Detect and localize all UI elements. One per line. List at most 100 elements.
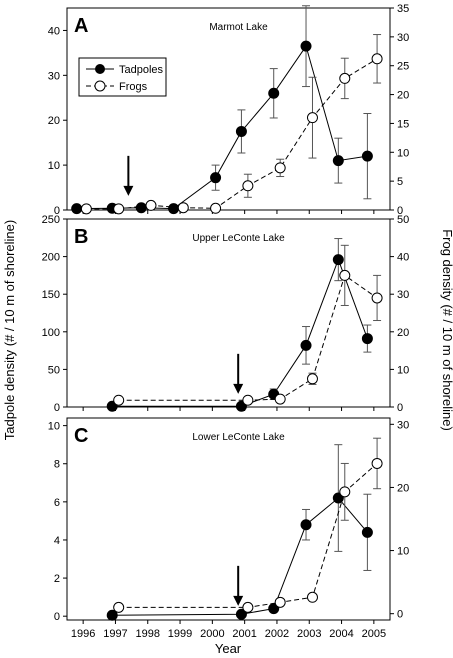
tadpoles-point <box>106 609 118 621</box>
frogs-point <box>113 601 125 613</box>
right-axis-label: Frog density (# / 10 m of shoreline) <box>440 229 453 431</box>
left-tick-label: 0 <box>54 205 60 217</box>
left-tick-label: 100 <box>42 327 60 339</box>
tadpoles-point <box>332 155 344 167</box>
plot-frame <box>66 7 391 211</box>
panel-title: Marmot Lake <box>209 22 268 33</box>
frogs-point <box>371 457 383 469</box>
left-tick-label: 4 <box>54 535 60 547</box>
frogs-point <box>242 180 254 192</box>
left-tick-label: 10 <box>48 421 60 433</box>
left-tick-label: 50 <box>48 364 60 376</box>
right-tick-label: 0 <box>397 205 403 217</box>
frogs-point <box>339 72 351 84</box>
frogs-point <box>80 203 92 215</box>
right-tick-label: 0 <box>397 609 403 621</box>
right-tick-label: 50 <box>397 214 409 226</box>
arrow-head <box>123 185 134 196</box>
right-tick-label: 30 <box>397 289 409 301</box>
tadpoles-point <box>168 203 180 215</box>
x-tick-label: 1998 <box>136 628 160 640</box>
frogs-point <box>339 269 351 281</box>
left-tick-label: 0 <box>54 611 60 623</box>
tadpoles-point <box>300 339 312 351</box>
panel-title: Lower LeConte Lake <box>192 432 285 443</box>
x-tick-label: 1999 <box>168 628 192 640</box>
frogs-point <box>371 292 383 304</box>
left-tick-label: 6 <box>54 497 60 509</box>
plot-frame <box>66 417 391 621</box>
legend-box <box>78 57 167 97</box>
frogs-point <box>113 203 125 215</box>
legend-frogs-label: Frogs <box>119 81 148 93</box>
right-tick-label: 30 <box>397 32 409 44</box>
right-tick-label: 35 <box>397 3 409 15</box>
right-tick-label: 10 <box>397 546 409 558</box>
tadpoles-point <box>268 87 280 99</box>
panel-title: Upper LeConte Lake <box>192 233 285 244</box>
panel-letter: C <box>74 425 88 447</box>
left-axis-label: Tadpole density (# / 10 m of shoreline) <box>2 220 17 440</box>
right-tick-label: 5 <box>397 176 403 188</box>
left-tick-label: 250 <box>42 214 60 226</box>
tadpoles-point <box>210 172 222 184</box>
right-tick-label: 40 <box>397 252 409 264</box>
arrow-head <box>233 595 244 606</box>
right-tick-label: 20 <box>397 90 409 102</box>
tadpoles-point <box>235 125 247 137</box>
frogs-point <box>274 393 286 405</box>
right-tick-label: 10 <box>397 364 409 376</box>
frogs-point <box>145 199 157 211</box>
x-tick-label: 2005 <box>362 628 386 640</box>
frogs-point <box>274 162 286 174</box>
frogs-point <box>306 112 318 124</box>
x-tick-label: 2002 <box>265 628 289 640</box>
x-axis: 1996 1997 1998 1999 2000 2001 2002 2003 2004 2005 <box>71 628 386 640</box>
left-tick-label: 150 <box>42 289 60 301</box>
legend-tadpoles-marker <box>95 64 105 74</box>
x-tick-label: 1996 <box>71 628 95 640</box>
x-axis-label: Year <box>215 641 242 656</box>
frogs-point <box>339 486 351 498</box>
panel-letter: B <box>74 226 88 248</box>
tadpoles-point <box>300 519 312 531</box>
legend-frogs-marker <box>94 80 106 92</box>
panel-b: 0 50 100 150 200 250 0 10 20 30 40 50 B Upper LeConte… <box>42 214 410 414</box>
x-tick-label: 2004 <box>329 628 353 640</box>
frogs-point <box>242 394 254 406</box>
right-tick-label: 30 <box>397 419 409 431</box>
legend-tadpoles-label: Tadpoles <box>119 64 164 76</box>
left-tick-label: 8 <box>54 459 60 471</box>
right-tick-label: 10 <box>397 147 409 159</box>
tadpoles-point <box>361 526 373 538</box>
plot-frame <box>66 218 391 408</box>
left-tick-label: 200 <box>42 252 60 264</box>
tadpoles-point <box>361 333 373 345</box>
left-tick-label: 2 <box>54 573 60 585</box>
tadpoles-point <box>332 254 344 266</box>
left-tick-label: 20 <box>48 115 60 127</box>
frogs-point <box>274 596 286 608</box>
right-tick-label: 25 <box>397 61 409 73</box>
right-tick-label: 0 <box>397 402 403 414</box>
arrow-head <box>233 383 244 394</box>
panel-c: 0 2 4 6 8 10 0 10 20 30 C Lower LeConte Lake <box>48 417 409 624</box>
frogs-point <box>306 591 318 603</box>
tadpoles-point <box>71 203 83 215</box>
left-tick-label: 0 <box>54 402 60 414</box>
left-tick-label: 30 <box>48 70 60 82</box>
frogs-point <box>242 601 254 613</box>
x-tick-label: 2000 <box>200 628 224 640</box>
x-tick-label: 2001 <box>232 628 256 640</box>
x-tick-label: 2003 <box>297 628 321 640</box>
tadpoles-point <box>361 150 373 162</box>
legend: Tadpoles Frogs <box>78 57 167 97</box>
frogs-point <box>113 394 125 406</box>
frogs-line <box>118 463 378 608</box>
tadpoles-point <box>135 202 147 214</box>
panel-a: 0 10 20 30 40 0 5 10 15 20 25 30 35 A Marmot Lake <box>48 3 410 217</box>
frogs-point <box>306 373 318 385</box>
frogs-line <box>86 58 378 210</box>
